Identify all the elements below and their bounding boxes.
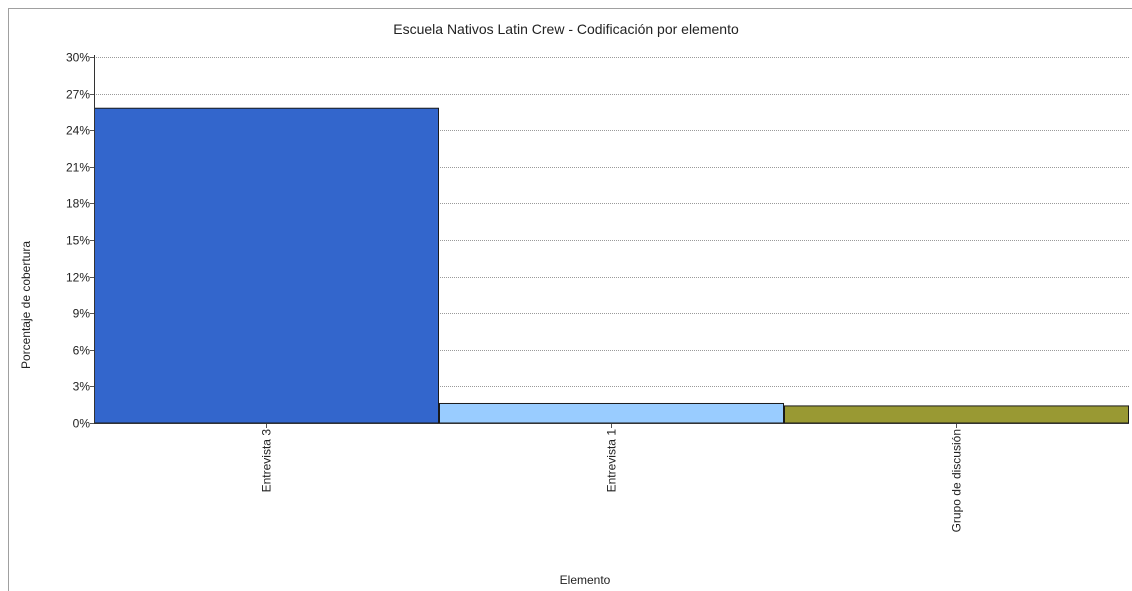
y-tick-label: 9% bbox=[73, 307, 91, 321]
bars bbox=[94, 107, 1129, 424]
y-tick-label: 6% bbox=[73, 344, 91, 358]
y-tick-label: 27% bbox=[66, 88, 90, 102]
x-tick-label: Grupo de discusión bbox=[950, 429, 964, 532]
y-tick-label: 18% bbox=[66, 197, 90, 211]
y-tick-label: 21% bbox=[66, 161, 90, 175]
x-axis-label: Elemento bbox=[559, 573, 611, 587]
bar bbox=[784, 405, 1129, 424]
y-tick-label: 0% bbox=[73, 417, 91, 431]
x-tick-label: Entrevista 1 bbox=[605, 429, 619, 493]
axes bbox=[90, 55, 1129, 428]
chart-frame bbox=[8, 8, 1132, 591]
x-tick-labels: Entrevista 3 Entrevista 1 Grupo de discusi… bbox=[260, 429, 964, 533]
bar bbox=[94, 107, 439, 424]
chart-title: Escuela Nativos Latin Crew - Codificació… bbox=[393, 21, 739, 37]
y-tick-label: 12% bbox=[66, 271, 90, 285]
y-tick-label: 3% bbox=[73, 380, 91, 394]
x-tick-label: Entrevista 3 bbox=[260, 429, 274, 493]
y-tick-label: 24% bbox=[66, 124, 90, 138]
y-tick-label: 30% bbox=[66, 51, 90, 65]
y-tick-labels: 0% 3% 6% 9% 12% 15% 18% 21% 24% 27% 30% bbox=[66, 51, 90, 431]
y-tick-label: 15% bbox=[66, 234, 90, 248]
bar bbox=[439, 402, 784, 424]
